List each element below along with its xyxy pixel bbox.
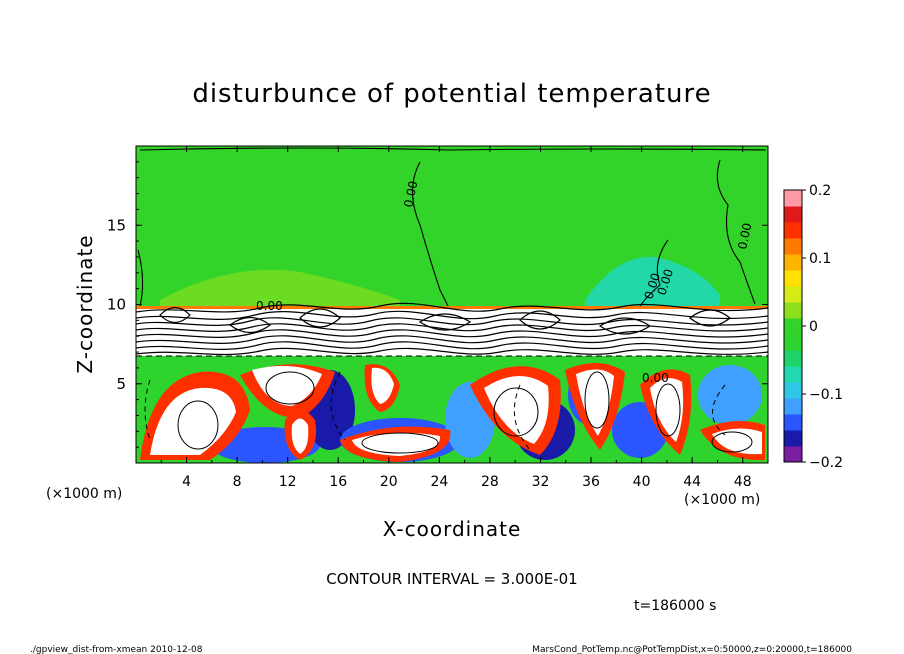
contour-label: 0.00 bbox=[256, 299, 283, 313]
y-axis-label: Z-coordinate bbox=[73, 234, 97, 373]
y-axis: 5 10 15 bbox=[107, 161, 768, 448]
x-tick-label: 36 bbox=[582, 474, 600, 490]
colorbar-tick-label: −0.2 bbox=[809, 455, 843, 471]
contour-band bbox=[136, 302, 768, 356]
x-tick-label: 16 bbox=[329, 474, 347, 490]
colorbar-segment bbox=[784, 238, 802, 255]
y-unit-label: (×1000 m) bbox=[46, 486, 122, 502]
colorbar-segment bbox=[784, 430, 802, 447]
colorbar-segment bbox=[784, 318, 802, 335]
x-tick-label: 44 bbox=[683, 474, 701, 490]
contour-label: 0.00 bbox=[642, 371, 669, 385]
y-tick-label: 5 bbox=[116, 375, 126, 393]
lower-contours bbox=[144, 371, 753, 454]
x-tick-label: 24 bbox=[430, 474, 448, 490]
colorbar-tick-label: 0 bbox=[809, 319, 818, 335]
colorbar-segment bbox=[784, 382, 802, 399]
x-axis: 4 8 12 16 20 24 28 32 36 40 44 48 bbox=[160, 146, 752, 490]
y-tick-label: 10 bbox=[107, 296, 126, 314]
x-tick-label: 48 bbox=[734, 474, 752, 490]
x-unit-label: (×1000 m) bbox=[684, 492, 760, 508]
colorbar-tick-label: −0.1 bbox=[809, 387, 843, 403]
colorbar-segment bbox=[784, 222, 802, 239]
plot-area bbox=[136, 146, 768, 463]
chart-title: disturbunce of potential temperature bbox=[192, 79, 711, 109]
x-tick-label: 20 bbox=[380, 474, 398, 490]
colorbar-segment bbox=[784, 206, 802, 223]
colorbar-segment bbox=[784, 286, 802, 303]
field-patch bbox=[585, 256, 720, 312]
contour-label: 0.00 bbox=[401, 180, 420, 209]
x-tick-label: 4 bbox=[182, 474, 191, 490]
colorbar-labels: 0.2 0.1 0 −0.1 −0.2 bbox=[802, 183, 843, 471]
colorbar-segment bbox=[784, 350, 802, 367]
time-label: t=186000 s bbox=[634, 598, 716, 614]
colorbar-segment bbox=[784, 366, 802, 383]
colorbar-segment bbox=[784, 270, 802, 287]
contour-label: 0.00 bbox=[735, 222, 754, 251]
y-tick-label: 15 bbox=[107, 216, 126, 234]
colorbar-tick-label: 0.1 bbox=[809, 251, 831, 267]
colorbar-segment bbox=[784, 302, 802, 319]
footer-right: MarsCond_PotTemp.nc@PotTempDist,x=0:5000… bbox=[532, 645, 852, 654]
x-tick-label: 40 bbox=[633, 474, 651, 490]
colorbar bbox=[784, 190, 802, 463]
colorbar-segment bbox=[784, 254, 802, 271]
contour-interval: CONTOUR INTERVAL = 3.000E-01 bbox=[326, 570, 577, 588]
x-tick-label: 12 bbox=[279, 474, 297, 490]
colorbar-segment bbox=[784, 414, 802, 431]
footer-left: ./gpview_dist-from-xmean 2010-12-08 bbox=[30, 645, 203, 654]
upper-contours bbox=[137, 147, 767, 307]
x-axis-label: X-coordinate bbox=[383, 517, 522, 541]
colorbar-segment bbox=[784, 446, 802, 463]
x-tick-label: 8 bbox=[233, 474, 242, 490]
colorbar-tick-label: 0.2 bbox=[809, 183, 831, 199]
field-patch bbox=[160, 269, 400, 312]
colorbar-segment bbox=[784, 334, 802, 351]
contour-labels: 0.00 0.00 0.00 0.00 0.00 0.00 bbox=[256, 180, 754, 385]
colorbar-segment bbox=[784, 398, 802, 415]
x-tick-label: 28 bbox=[481, 474, 499, 490]
colorbar-segment bbox=[784, 190, 802, 207]
x-tick-label: 32 bbox=[532, 474, 550, 490]
layer-band-edge bbox=[136, 306, 768, 309]
